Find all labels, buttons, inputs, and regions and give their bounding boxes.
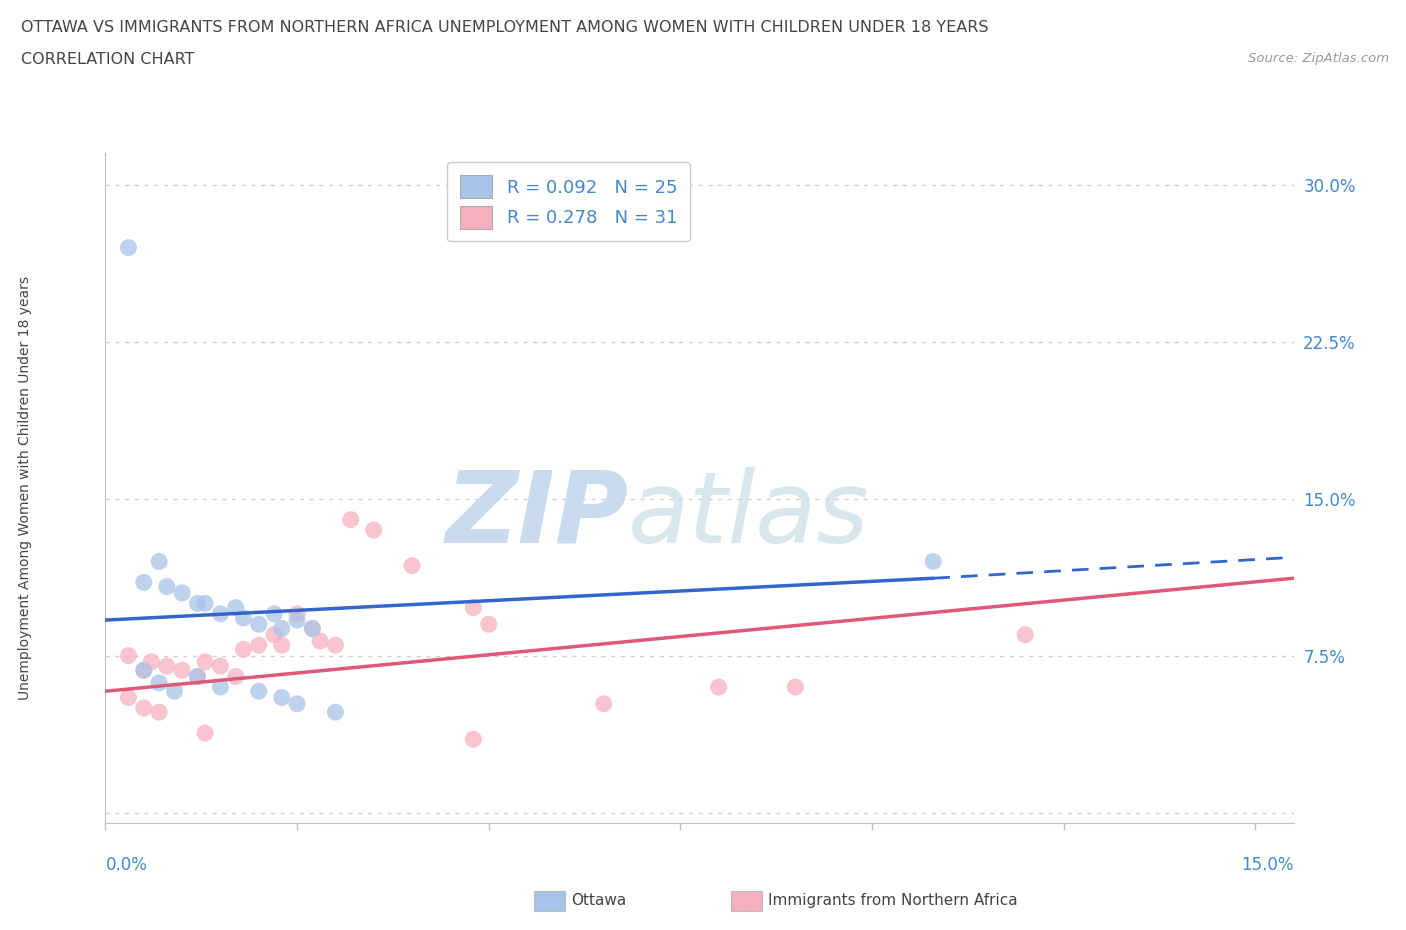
Text: OTTAWA VS IMMIGRANTS FROM NORTHERN AFRICA UNEMPLOYMENT AMONG WOMEN WITH CHILDREN: OTTAWA VS IMMIGRANTS FROM NORTHERN AFRIC… [21, 20, 988, 35]
Point [270, 621, 292, 636]
Point [186, 670, 208, 684]
Point [225, 670, 247, 684]
Point [247, 617, 270, 631]
Text: CORRELATION CHART: CORRELATION CHART [21, 52, 194, 67]
Text: Source: ZipAtlas.com: Source: ZipAtlas.com [1249, 52, 1389, 65]
Point [156, 579, 179, 594]
Point [325, 705, 347, 720]
Text: Ottawa: Ottawa [571, 893, 626, 908]
Point [172, 663, 194, 678]
Point [194, 655, 217, 670]
Point [186, 670, 208, 684]
Point [270, 690, 292, 705]
Point [363, 523, 385, 538]
Point [194, 725, 217, 740]
Point [148, 554, 170, 569]
Point [339, 512, 361, 527]
Legend: R = 0.092   N = 25, R = 0.278   N = 31: R = 0.092 N = 25, R = 0.278 N = 31 [447, 163, 690, 242]
Point [247, 638, 270, 653]
Point [148, 675, 170, 690]
Point [401, 558, 423, 573]
Point [785, 680, 807, 695]
Point [194, 596, 217, 611]
Point [478, 617, 501, 631]
Point [285, 606, 308, 621]
Point [263, 628, 285, 643]
Point [285, 697, 308, 711]
Point [707, 680, 730, 695]
Text: 15.0%: 15.0% [1241, 856, 1294, 873]
Point [156, 658, 179, 673]
Point [301, 621, 323, 636]
Text: Unemployment Among Women with Children Under 18 years: Unemployment Among Women with Children U… [18, 276, 32, 700]
Point [225, 600, 247, 615]
Text: Immigrants from Northern Africa: Immigrants from Northern Africa [768, 893, 1018, 908]
Point [117, 690, 139, 705]
Point [132, 575, 155, 590]
Point [285, 613, 308, 628]
Point [209, 658, 232, 673]
Point [209, 606, 232, 621]
Point [592, 697, 614, 711]
Point [141, 655, 163, 670]
Point [132, 663, 155, 678]
Point [232, 642, 254, 657]
Point [270, 638, 292, 653]
Point [163, 684, 186, 698]
Point [247, 684, 270, 698]
Text: ZIP: ZIP [446, 467, 628, 564]
Text: atlas: atlas [628, 467, 870, 564]
Point [1014, 628, 1036, 643]
Point [232, 611, 254, 626]
Point [186, 596, 208, 611]
Text: 0.0%: 0.0% [105, 856, 148, 873]
Point [263, 606, 285, 621]
Point [117, 240, 139, 255]
Point [209, 680, 232, 695]
Point [309, 633, 332, 648]
Point [922, 554, 945, 569]
Point [117, 648, 139, 663]
Point [132, 700, 155, 715]
Point [132, 663, 155, 678]
Point [148, 705, 170, 720]
Point [463, 600, 485, 615]
Point [172, 586, 194, 601]
Point [463, 732, 485, 747]
Point [301, 621, 323, 636]
Point [325, 638, 347, 653]
